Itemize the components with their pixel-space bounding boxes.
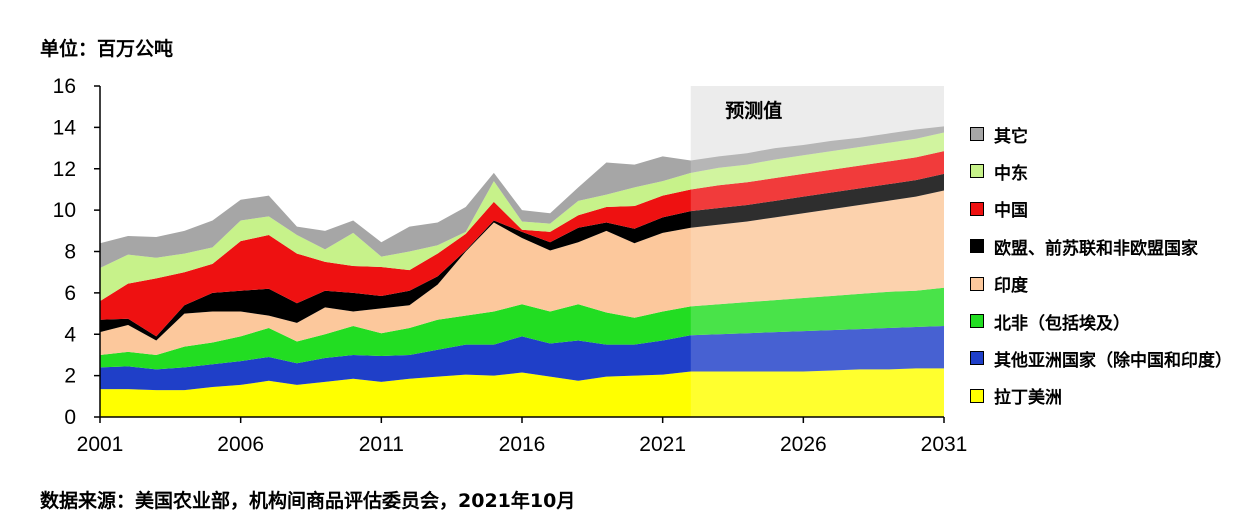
x-tick-label: 2021 [639, 433, 686, 456]
x-tick-label: 2001 [77, 433, 124, 456]
area-series-4 [100, 173, 944, 341]
area-series-6 [100, 132, 944, 302]
legend-item: 拉丁美洲 [970, 384, 1062, 408]
legend-swatch [970, 127, 984, 141]
legend-swatch [970, 388, 984, 403]
y-tick-label: 16 [53, 75, 76, 98]
area-series-5 [100, 151, 944, 337]
legend-label: 拉丁美洲 [994, 388, 1062, 409]
area-series-group [100, 126, 944, 417]
forecast-overlay: 预测值 [690, 86, 944, 417]
unit-label: 单位：百万公吨 [40, 38, 174, 60]
area-series-2 [100, 287, 944, 370]
y-tick-label: 0 [64, 406, 76, 429]
legend-label: 中东 [994, 163, 1028, 184]
y-tick-label: 6 [64, 282, 76, 305]
y-tick-label: 2 [64, 365, 76, 388]
legend-swatch [970, 201, 984, 216]
legend-swatch [970, 351, 984, 366]
y-tick-label: 14 [53, 116, 77, 139]
legend-item: 中国 [970, 197, 1028, 221]
legend-swatch [970, 164, 984, 179]
legend-swatch [970, 276, 984, 291]
source-note: 数据来源：美国农业部，机构间商品评估委员会，2021年10月 [40, 490, 576, 512]
legend-swatch [970, 239, 984, 254]
legend-item: 中东 [970, 159, 1028, 184]
legend-item: 其它 [970, 122, 1028, 147]
forecast-label: 预测值 [725, 99, 782, 122]
area-series-7 [100, 126, 944, 269]
forecast-shade [690, 86, 944, 417]
x-tick-label: 2011 [359, 433, 404, 456]
legend-label: 其他亚洲国家（除中国和印度） [994, 350, 1232, 371]
legend-label: 中国 [994, 201, 1028, 222]
legend-label: 印度 [994, 276, 1028, 297]
y-tick-label: 4 [64, 323, 76, 346]
legend-item: 其他亚洲国家（除中国和印度） [970, 346, 1232, 371]
legend-item: 北非（包括埃及） [970, 309, 1130, 334]
legend-label: 北非（包括埃及） [994, 313, 1130, 334]
legend-label: 其它 [994, 126, 1028, 147]
legend-item: 欧盟、前苏联和非欧盟国家 [970, 234, 1198, 259]
axes: 0 2 4 6 8 10 12 14 16 2001 2006 2011 2016 2021 2026 203… [53, 75, 968, 456]
x-tick-label: 2016 [499, 433, 546, 456]
legend-label: 欧盟、前苏联和非欧盟国家 [994, 238, 1198, 259]
y-tick-label: 12 [53, 158, 76, 181]
area-series-1 [100, 325, 944, 391]
legend-item: 印度 [970, 272, 1028, 296]
legend-swatch [970, 314, 984, 328]
x-tick-label: 2006 [217, 433, 264, 456]
y-tick-label: 10 [53, 199, 76, 222]
x-tick-label: 2031 [921, 433, 968, 456]
y-tick-label: 8 [64, 241, 76, 264]
area-series-0 [100, 368, 944, 417]
area-series-3 [100, 190, 944, 355]
x-tick-label: 2026 [780, 433, 827, 456]
